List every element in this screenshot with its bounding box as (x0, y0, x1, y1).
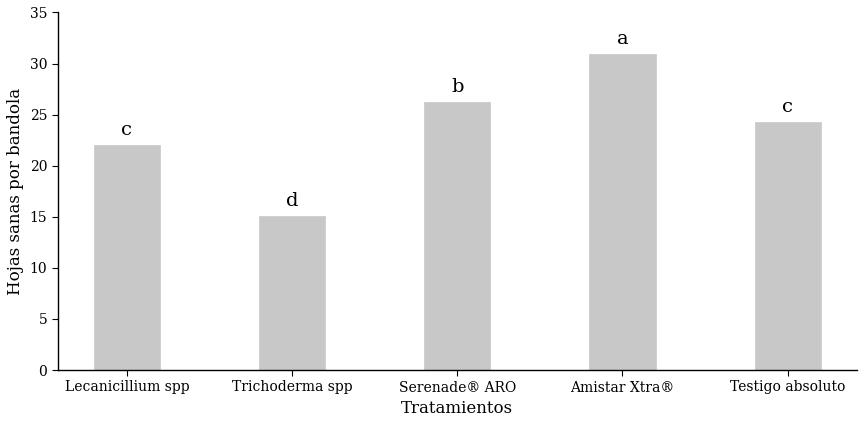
Bar (424, 102, 491, 370)
Bar (754, 122, 821, 370)
X-axis label: Tratamientos: Tratamientos (401, 400, 513, 417)
Bar (94, 145, 160, 370)
Y-axis label: Hojas sanas por bandola: Hojas sanas por bandola (7, 88, 24, 295)
Bar (589, 54, 656, 370)
Text: c: c (782, 98, 793, 116)
Text: b: b (451, 78, 464, 96)
Text: c: c (122, 121, 132, 139)
Text: d: d (286, 192, 298, 209)
Text: a: a (617, 30, 628, 48)
Bar (259, 216, 325, 370)
